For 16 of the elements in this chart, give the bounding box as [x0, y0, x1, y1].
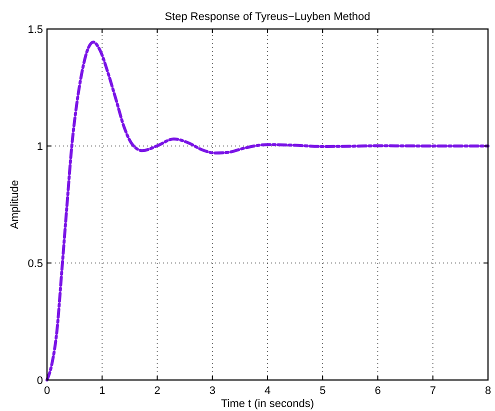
- x-tick-label: 3: [209, 385, 216, 397]
- x-tick-label: 7: [430, 385, 436, 397]
- x-tick-label: 6: [374, 385, 381, 397]
- y-tick-label: 0: [36, 375, 43, 387]
- line-series: [46, 40, 490, 382]
- y-tick-label: 0.5: [28, 258, 43, 270]
- y-tick-label: 1.5: [28, 24, 43, 36]
- x-axis-title: Time t (in seconds): [220, 398, 314, 410]
- x-tick-label: 5: [320, 385, 326, 397]
- x-tick-label: 4: [264, 385, 271, 397]
- y-tick-label: 1: [36, 141, 43, 153]
- chart-title: Step Response of Tyreus−Luyben Method: [164, 11, 370, 23]
- x-tick-label: 2: [154, 385, 160, 397]
- x-tick-label: 8: [484, 385, 492, 397]
- x-tick-label: 1: [99, 385, 106, 397]
- y-axis-title: Amplitude: [9, 180, 21, 229]
